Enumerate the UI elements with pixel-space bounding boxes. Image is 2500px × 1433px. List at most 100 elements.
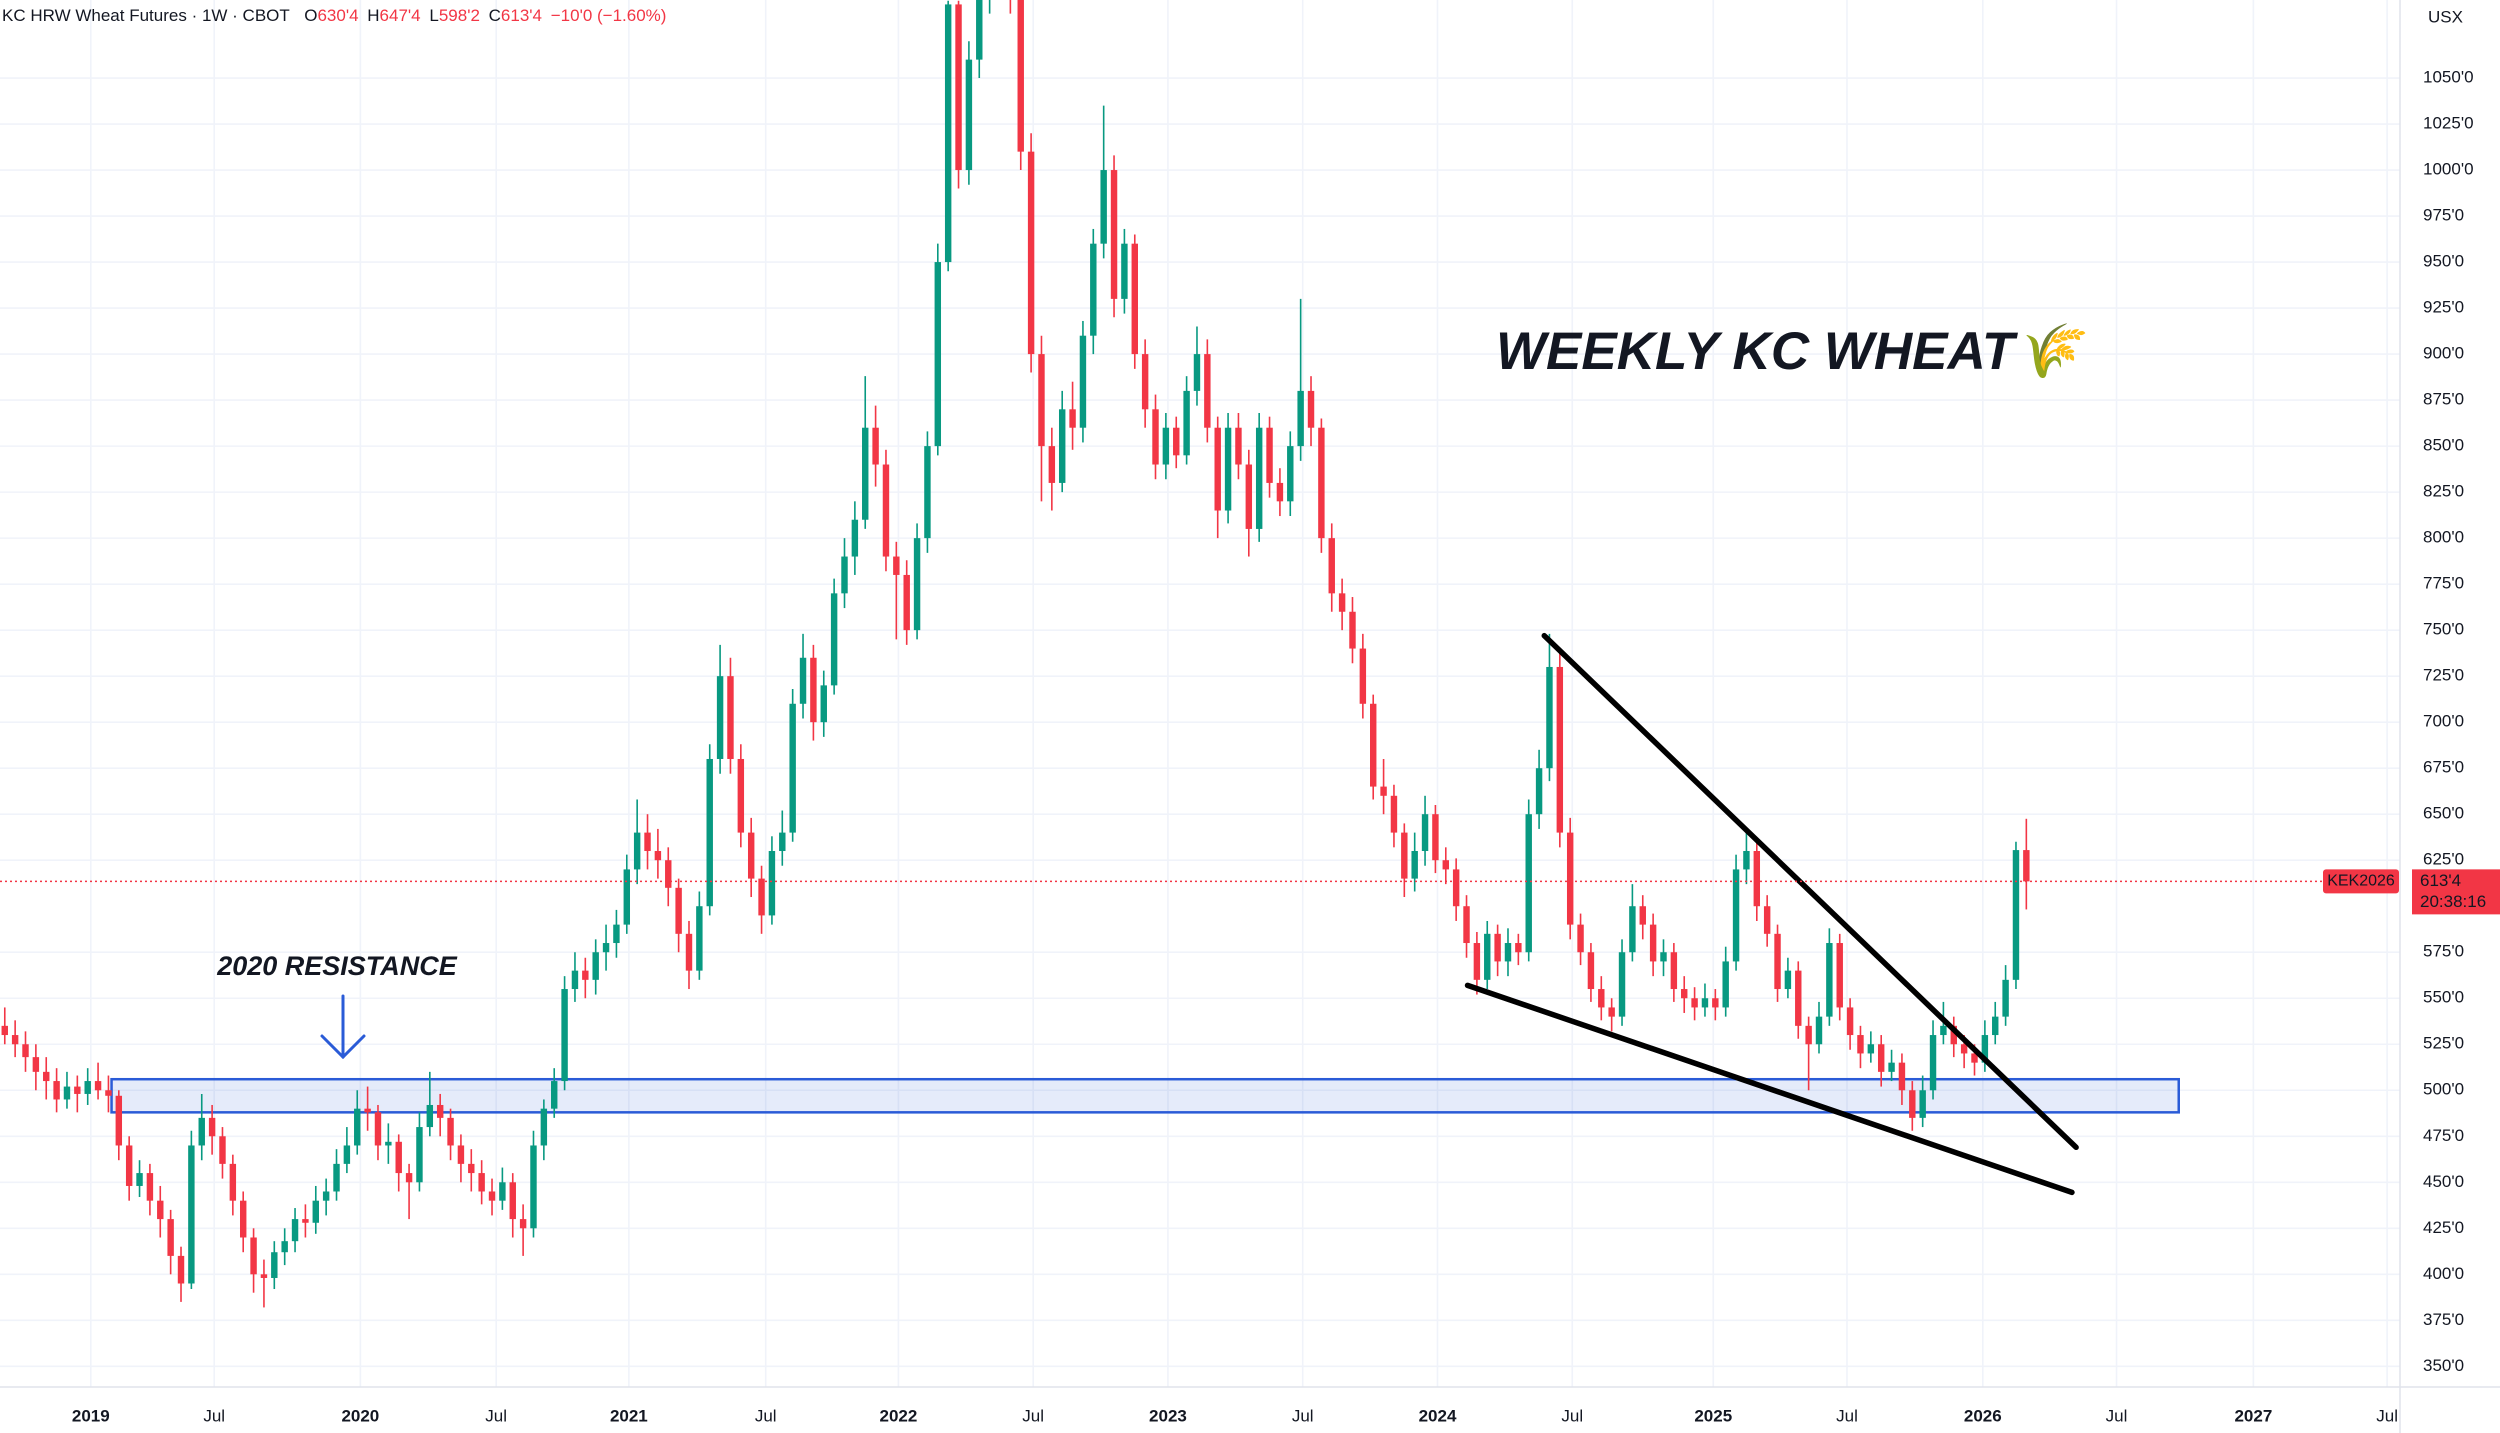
- candle-body: [198, 1117, 205, 1146]
- y-tick-label: 750'0: [2423, 620, 2464, 639]
- candle-body: [1836, 943, 1843, 1008]
- candle-body: [239, 1200, 247, 1238]
- candle-body: [1629, 906, 1636, 953]
- header: KC HRW Wheat Futures · 1W · CBOT O630'4 …: [2, 6, 666, 25]
- candle-body: [22, 1044, 29, 1058]
- candle-body: [1152, 409, 1159, 465]
- y-tick-label: 375'0: [2423, 1310, 2464, 1329]
- x-tick-label: 2026: [1964, 1406, 2002, 1425]
- ohlc-value: 630'4: [317, 6, 358, 25]
- candle-body: [105, 1090, 112, 1096]
- price-tag: KEK2026 613'4 20:38:16: [2323, 869, 2500, 915]
- candle-body: [779, 832, 786, 852]
- countdown: 20:38:16: [2420, 892, 2486, 911]
- candle-body: [2012, 850, 2020, 980]
- candle-body: [1204, 354, 1211, 428]
- candle-body: [1255, 427, 1263, 529]
- candle-body: [1774, 933, 1781, 990]
- x-tick-label: Jul: [2376, 1406, 2398, 1425]
- candle-body: [623, 869, 631, 925]
- candle-body: [1712, 998, 1719, 1008]
- candle-body: [1743, 851, 1750, 870]
- y-tick-label: 525'0: [2423, 1034, 2464, 1053]
- candle-body: [188, 1145, 195, 1284]
- y-tick-label: 450'0: [2423, 1172, 2464, 1191]
- candle-body: [1846, 1007, 1854, 1036]
- y-tick-label: 350'0: [2423, 1356, 2464, 1375]
- x-tick-label: Jul: [1292, 1406, 1314, 1425]
- candle-body: [1069, 409, 1076, 428]
- candle-body: [457, 1145, 465, 1164]
- candle-body: [1276, 482, 1284, 502]
- y-tick-label: 400'0: [2423, 1264, 2464, 1283]
- candle-body: [1670, 952, 1678, 990]
- candle-body: [934, 262, 942, 447]
- currency: USX: [2428, 7, 2463, 26]
- candle-body: [229, 1163, 237, 1201]
- candle-body: [1515, 943, 1522, 953]
- y-tick-label: 575'0: [2423, 942, 2464, 961]
- candle-body: [208, 1117, 216, 1137]
- candle-body: [747, 832, 755, 879]
- x-tick-label: Jul: [485, 1406, 507, 1425]
- candle-body: [830, 593, 838, 686]
- candle-body: [727, 676, 734, 759]
- candle-body: [1701, 998, 1709, 1008]
- x-tick-label: Jul: [203, 1406, 225, 1425]
- candle-body: [488, 1191, 496, 1201]
- candle-body: [1649, 924, 1657, 962]
- candle-body: [1038, 354, 1045, 447]
- candle-body: [882, 464, 890, 557]
- candle-body: [1608, 1007, 1615, 1017]
- x-tick-label: Jul: [2106, 1406, 2128, 1425]
- candle-body: [1048, 446, 1056, 483]
- candle-body: [1463, 906, 1470, 944]
- y-tick-label: 925'0: [2423, 298, 2464, 317]
- candle-body: [1815, 1016, 1823, 1045]
- y-tick-label: 875'0: [2423, 390, 2464, 409]
- candle-body: [1763, 906, 1771, 934]
- y-tick-label: 850'0: [2423, 436, 2464, 455]
- candle-body: [1318, 427, 1325, 539]
- candle-body: [1722, 961, 1729, 1008]
- y-tick-label: 650'0: [2423, 804, 2464, 823]
- y-tick-label: 825'0: [2423, 482, 2464, 501]
- candle-body: [53, 1081, 60, 1100]
- candle-body: [893, 556, 900, 575]
- candle-body: [685, 933, 693, 971]
- candle-body: [1795, 970, 1802, 1026]
- ohlc-value: 613'4: [501, 6, 542, 25]
- candle-body: [1131, 243, 1138, 355]
- grid: [0, 0, 2400, 1387]
- x-tick-label: 2023: [1149, 1406, 1187, 1425]
- candle-body: [395, 1141, 402, 1174]
- candle-body: [1017, 0, 1024, 152]
- x-tick-label: 2020: [341, 1406, 379, 1425]
- candle-body: [1598, 989, 1605, 1008]
- y-tick-label: 425'0: [2423, 1218, 2464, 1237]
- candle-body: [436, 1104, 444, 1118]
- candle-body: [862, 427, 869, 520]
- candle-body: [551, 1081, 558, 1109]
- candle-body: [343, 1145, 351, 1164]
- x-tick-label: 2022: [879, 1406, 917, 1425]
- candle-body: [1867, 1044, 1875, 1054]
- candle-body: [810, 657, 817, 723]
- candle-body: [1504, 943, 1512, 962]
- x-tick-label: 2027: [2234, 1406, 2272, 1425]
- y-tick-label: 900'0: [2423, 344, 2464, 363]
- candle-body: [1577, 924, 1584, 953]
- candle-body: [1805, 1025, 1812, 1045]
- candle-body: [478, 1173, 485, 1192]
- candle-body: [1235, 427, 1242, 465]
- candle-body: [841, 556, 848, 594]
- candle-body: [768, 851, 776, 916]
- candle-body: [1484, 933, 1491, 980]
- candle-body: [1162, 427, 1170, 465]
- candle-body: [1432, 814, 1439, 861]
- candle-body: [1027, 151, 1035, 355]
- candle-body: [271, 1252, 278, 1278]
- ohlc-label: L: [429, 6, 438, 25]
